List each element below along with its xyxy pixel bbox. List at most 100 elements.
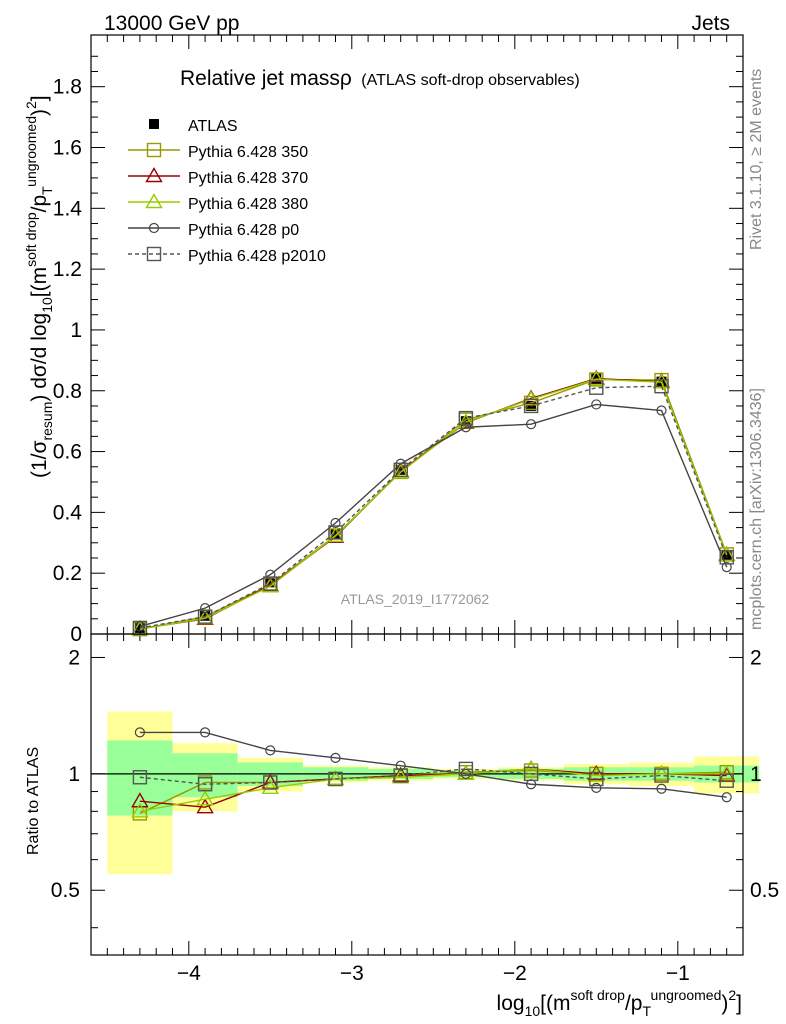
series-point <box>263 576 278 591</box>
series-point <box>393 462 408 478</box>
ratio-series-point <box>587 766 606 782</box>
series-point <box>330 517 341 529</box>
ratio-tick-label: 0.5 <box>51 879 80 902</box>
ratio-series-line <box>139 768 727 813</box>
atlas-data-point <box>200 610 211 621</box>
ratio-series-point <box>196 790 214 806</box>
series-point <box>656 405 667 416</box>
ratio-series-point <box>261 778 280 795</box>
y-tick-label: 0 <box>70 623 82 646</box>
legend: ATLAS Pythia 6.428 350 Pythia 6.428 370 Pyt… <box>128 118 326 265</box>
x-tick-label: −4 <box>177 962 201 985</box>
ratio-series-point <box>393 768 408 783</box>
header-left: 13000 GeV pp <box>104 12 239 35</box>
series-line <box>139 378 728 630</box>
ratio-series-point <box>721 792 732 803</box>
ratio-series-point <box>326 770 345 786</box>
legend-label: Pythia 6.428 380 <box>188 196 308 213</box>
atlas-data-point <box>395 464 406 475</box>
side-top-label: Rivet 3.1.10, ≥ 2M events <box>748 69 765 250</box>
y-tick-label: 0.8 <box>53 380 82 403</box>
series-line <box>139 385 728 629</box>
ratio-series-point <box>330 752 341 763</box>
series-point <box>391 463 410 479</box>
ratio-tick-label-right: 2 <box>750 646 762 669</box>
y-axis-label: (1/σresum) dσ/d log10[(msoft drop/pTungr… <box>23 95 55 478</box>
series-point <box>460 422 471 433</box>
ratio-series-point <box>523 766 539 782</box>
legend-marker <box>145 193 163 209</box>
atlas-data-point <box>330 528 341 539</box>
plot-title-main: Relative jet massρ <box>180 67 352 90</box>
series-point <box>591 399 602 410</box>
ratio-series-point <box>589 771 604 787</box>
plot-title: Relative jet massρ (ATLAS soft-drop obse… <box>180 67 580 90</box>
series-line <box>139 403 728 628</box>
ratio-axis-label: Ratio to ATLAS <box>25 747 42 855</box>
y-tick-label: 1.6 <box>53 137 82 160</box>
legend-label: Pythia 6.428 p0 <box>188 222 299 239</box>
ratio-series-point <box>458 761 474 777</box>
series-point <box>721 562 732 573</box>
series-point <box>525 419 537 430</box>
ratio-series-point <box>197 777 213 792</box>
plot-title-sub: (ATLAS soft-drop observables) <box>361 72 579 89</box>
ratio-tick-label-right: 0.5 <box>750 879 779 902</box>
x-tick-label: −3 <box>340 962 364 985</box>
ratio-series-line <box>139 731 727 798</box>
ratio-series-line <box>139 768 727 808</box>
ratio-series-point <box>132 770 148 785</box>
series-point <box>523 398 539 414</box>
atlas-data-point <box>265 577 276 588</box>
ratio-panel: −4 −3 −2 −1 0.5 0.5 1 1 2 2 <box>51 633 779 985</box>
legend-label: Pythia 6.428 350 <box>188 144 308 161</box>
series-point <box>522 390 540 406</box>
ratio-series-point <box>200 727 211 738</box>
side-bottom-label: mcplots.cern.ch [arXiv:1306.3436] <box>748 388 765 630</box>
legend-label: Pythia 6.428 370 <box>188 170 308 187</box>
y-tick-label: 0.2 <box>53 562 82 585</box>
atlas-data-point <box>460 416 471 427</box>
ratio-series-point <box>263 775 278 790</box>
ratio-series-point <box>654 768 669 783</box>
ratio-series-point <box>328 771 343 787</box>
series-point <box>717 546 736 562</box>
ratio-series-point <box>717 764 736 781</box>
legend-marker <box>146 246 162 262</box>
legend-marker-atlas <box>149 119 159 129</box>
series-point <box>719 550 734 565</box>
ratio-series-point <box>460 768 471 779</box>
series-point <box>654 378 669 394</box>
series-point <box>458 410 474 426</box>
ratio-tick-label: 1 <box>68 763 80 786</box>
ratio-series-point <box>591 782 602 793</box>
x-tick-label: −2 <box>503 962 527 985</box>
legend-label: Pythia 6.428 p2010 <box>188 248 326 265</box>
series-point <box>265 569 276 580</box>
legend-marker <box>148 222 160 234</box>
ratio-frame <box>90 633 744 956</box>
main-panel: 0 0.2 0.4 0.6 0.8 1 1.2 1.4 1.6 1.8 <box>53 34 744 955</box>
y-tick-label: 0.4 <box>53 501 83 524</box>
y-tick-label: 1.8 <box>53 76 82 99</box>
legend-label-atlas: ATLAS <box>188 118 238 135</box>
ratio-series-line <box>139 768 727 785</box>
y-tick-label: 1.2 <box>53 258 82 281</box>
x-axis-label: log10[(msoft drop/pTungroomed)2] <box>497 987 742 1019</box>
series-point <box>328 525 343 540</box>
ratio-series-point <box>391 766 410 782</box>
series-point <box>589 380 604 395</box>
legend-marker <box>145 167 163 183</box>
ratio-series-point <box>131 802 149 818</box>
ratio-series-point <box>719 773 734 788</box>
legend-marker <box>146 142 162 158</box>
series-point <box>587 370 606 386</box>
ratio-tick-label: 2 <box>68 646 80 669</box>
ratio-series-point <box>652 764 671 781</box>
x-tick-label: −1 <box>666 962 690 985</box>
watermark: ATLAS_2019_I1772062 <box>341 591 490 607</box>
y-tick-label: 1.4 <box>53 197 83 220</box>
y-tick-label: 1 <box>70 319 82 342</box>
ratio-series-point <box>134 727 145 738</box>
ratio-series-point <box>265 745 276 756</box>
